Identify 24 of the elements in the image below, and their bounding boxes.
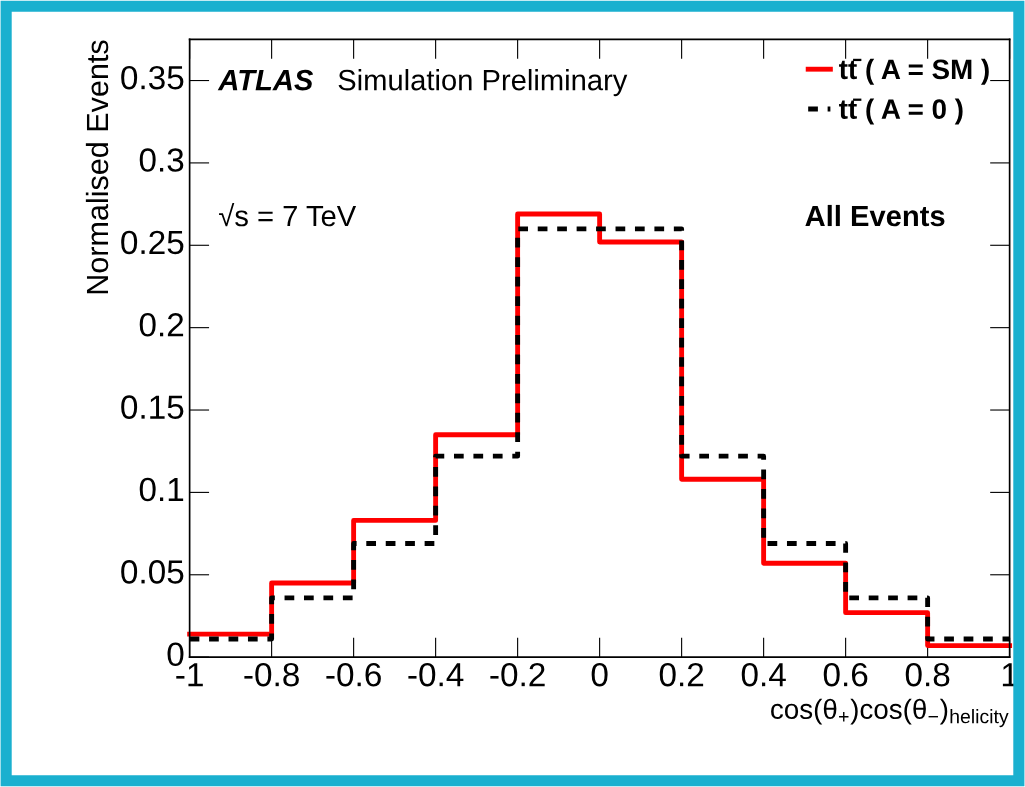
legend-label: tt̄ ( A = SM ) (839, 58, 989, 85)
y-axis-title: Normalised Events (85, 40, 109, 294)
x-tick-label: 0.8 (905, 662, 950, 687)
x-tick-label: -0.4 (408, 662, 464, 687)
y-tick-label: 0.3 (139, 148, 184, 172)
x-tick-label: -0.8 (244, 662, 299, 687)
legend-label: tt̄ ( A = 0 ) (839, 98, 963, 125)
x-tick-label: 0.2 (659, 662, 704, 687)
annotation: ATLAS (217, 69, 314, 91)
y-tick-label: 0.25 (121, 230, 184, 255)
x-axis-title: cos(θ$_{+}$)cos(θ$_{−}$)$_{helicity}$ (771, 698, 1009, 728)
x-tick-label: 0.6 (823, 662, 868, 687)
y-tick-label: 0.05 (121, 560, 184, 584)
x-tick-label: -0.6 (326, 662, 381, 687)
y-tick-label: 0.15 (121, 395, 184, 419)
annotation: All Events (805, 204, 945, 227)
annotation: √s = 7 TeV (219, 202, 357, 227)
x-tick-label: 0.4 (741, 662, 786, 687)
annotation: Simulation Preliminary (338, 69, 628, 97)
y-tick-label: 0.2 (139, 313, 184, 337)
y-tick-label: 0.1 (139, 477, 184, 502)
x-tick-label: -0.2 (490, 662, 545, 687)
y-tick-label: 0.35 (121, 65, 184, 90)
x-tick-label: 0 (591, 662, 608, 687)
